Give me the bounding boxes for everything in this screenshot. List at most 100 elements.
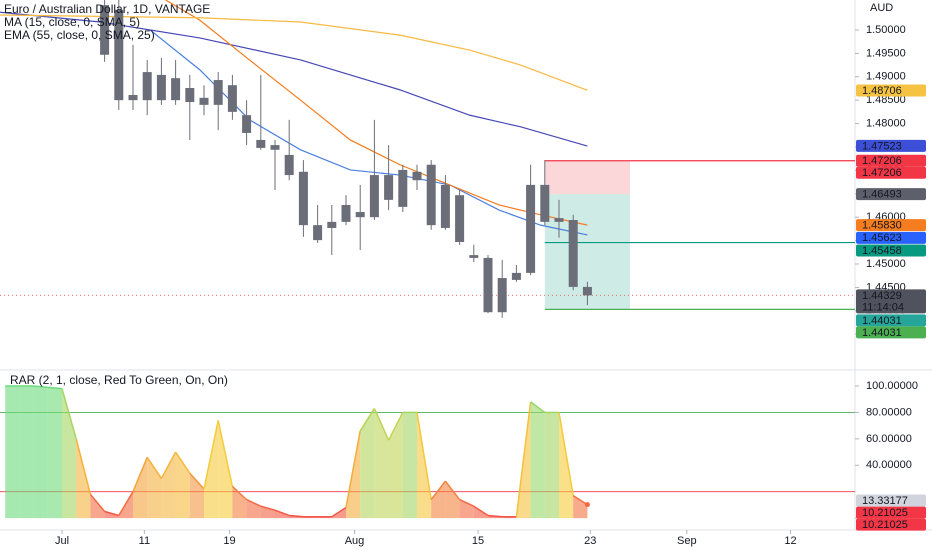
- moving-average: [149, 29, 588, 236]
- rar-area: [431, 481, 446, 519]
- currency: AUD: [870, 2, 893, 14]
- moving-average: [165, 0, 588, 226]
- rar-area: [559, 412, 574, 519]
- rar-line: [132, 457, 148, 492]
- rar-area: [232, 486, 247, 519]
- candle-body: [369, 175, 379, 218]
- rar-area: [544, 412, 559, 519]
- price-tag-label: 13.33177: [862, 495, 908, 507]
- price-tag-label: 1.47206: [862, 155, 902, 167]
- rar-line: [387, 412, 404, 441]
- rar-line: [217, 420, 234, 487]
- candle-body: [171, 78, 181, 101]
- price-tag: [856, 231, 926, 244]
- rar-line: [515, 401, 532, 517]
- rar-line: [530, 401, 546, 414]
- rar-area: [204, 420, 219, 519]
- candle-body: [298, 171, 308, 226]
- candle-body: [455, 195, 465, 242]
- x-tick-label: 11: [139, 535, 150, 547]
- rar-line: [558, 412, 574, 496]
- candle-body: [398, 169, 408, 207]
- x-tick-label: Aug: [345, 535, 365, 547]
- rar-line: [473, 505, 489, 517]
- candle-body: [100, 5, 110, 55]
- y-tick-label: 1.45000: [866, 258, 906, 270]
- candle-body: [554, 218, 564, 222]
- rar-area: [189, 473, 204, 519]
- rar-line: [146, 456, 163, 479]
- x-tick-label: 23: [584, 535, 596, 547]
- price-tag: [856, 314, 926, 327]
- rar-area: [90, 494, 105, 519]
- candle-body: [341, 205, 351, 222]
- rar-line: [487, 514, 503, 518]
- rar-line: [444, 480, 461, 501]
- rar-line: [246, 498, 262, 507]
- y-tick-label: 1.49500: [866, 47, 906, 59]
- rar-line: [231, 485, 248, 501]
- candle-body: [242, 115, 252, 133]
- rar-area: [459, 499, 474, 519]
- rar-area: [147, 457, 162, 519]
- price-tag-label: 1.44031: [862, 327, 902, 339]
- candle-body: [440, 184, 450, 228]
- price-tag: [856, 188, 926, 201]
- rar-area: [47, 387, 62, 519]
- x-tick-label: Sep: [677, 535, 697, 547]
- price-tag-label: 1.45623: [862, 232, 902, 244]
- price-tag: [856, 219, 926, 232]
- candle-body: [384, 175, 394, 200]
- candle-body: [156, 74, 166, 101]
- y-tick-label: 60.00000: [866, 433, 912, 445]
- x-tick-label: 15: [472, 535, 484, 547]
- rar-area: [388, 412, 403, 519]
- candle-body: [526, 184, 536, 273]
- rar-line: [89, 493, 106, 512]
- candle-body: [284, 154, 294, 176]
- price-tag: [856, 518, 926, 531]
- rar-line: [174, 451, 191, 474]
- rar-line: [416, 412, 432, 500]
- x-tick-label: 19: [223, 535, 235, 547]
- rar-line: [189, 472, 205, 490]
- price-tag-label: 1.47206: [862, 167, 902, 179]
- candle-body: [213, 80, 223, 105]
- rar-area: [62, 388, 77, 519]
- rar-line: [430, 480, 446, 501]
- rar-area: [161, 452, 176, 519]
- symbol-title: Euro / Australian Dollar, 1D, VANTAGE: [4, 2, 210, 16]
- candle-body: [469, 255, 479, 258]
- y-tick-label: 1.49000: [866, 71, 906, 83]
- y-tick-label: 1.50000: [866, 24, 906, 36]
- rar-area: [445, 481, 460, 519]
- rar-line: [289, 514, 304, 518]
- rar-line: [104, 510, 120, 517]
- price-tag: [856, 154, 926, 167]
- price-tag: [856, 166, 926, 179]
- rar-area: [360, 408, 375, 519]
- candle-body: [497, 278, 507, 313]
- rar-area: [218, 420, 233, 519]
- rar-area: [246, 499, 261, 519]
- price-tag-label: 1.45458: [862, 245, 902, 257]
- candle-body: [114, 9, 124, 101]
- candle-body: [568, 219, 578, 287]
- moving-average: [0, 14, 588, 91]
- candle-body: [483, 257, 493, 313]
- rar-last-point: [584, 502, 590, 508]
- candle-body: [582, 286, 592, 296]
- price-tag-label: 10.21025: [862, 519, 908, 531]
- x-tick-label: Jul: [55, 535, 69, 547]
- candle-body: [128, 95, 138, 101]
- y-tick-label: 1.48000: [866, 117, 906, 129]
- price-tag: [856, 139, 926, 152]
- price-tag-label: 1.48706: [862, 85, 902, 97]
- candle-body: [540, 184, 550, 222]
- rar-line: [33, 385, 48, 389]
- candle-body: [270, 145, 280, 150]
- rar-line: [274, 509, 290, 517]
- price-tag-label: 1.46493: [862, 189, 902, 201]
- rar-line: [61, 388, 77, 440]
